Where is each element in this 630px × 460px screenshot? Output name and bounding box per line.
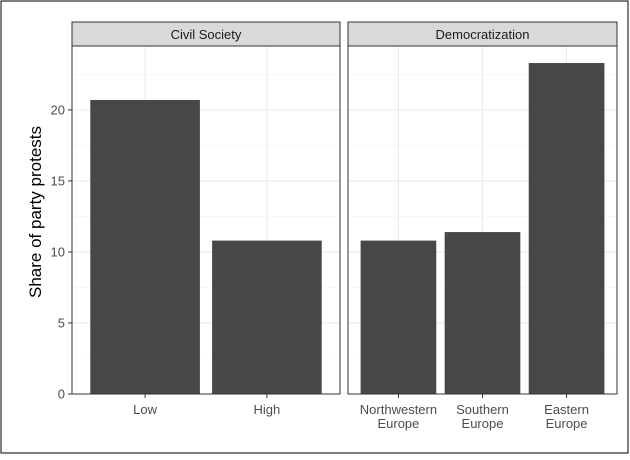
bar	[360, 240, 437, 394]
facet-panel: Low High Civil Society	[71, 21, 341, 417]
x-tick-label-line: Europe	[377, 416, 419, 431]
y-tick-label: 5	[58, 315, 65, 330]
y-tick-label: 15	[51, 173, 65, 188]
x-tick-label: High	[254, 402, 281, 417]
x-tick-label-line: Northwestern	[360, 402, 437, 417]
x-tick-label-line: Eastern	[544, 402, 589, 417]
facet-strip	[347, 21, 618, 47]
bar	[528, 63, 605, 395]
x-tick-label-line: High	[254, 402, 281, 417]
facet-strip-label: Democratization	[436, 27, 530, 42]
x-tick-label-line: Europe	[546, 416, 588, 431]
x-tick-label-line: Low	[133, 402, 157, 417]
y-axis-title: Share of party protests	[26, 126, 45, 298]
facet-strip	[71, 21, 341, 47]
x-tick-label-line: Southern	[456, 402, 509, 417]
x-tick-label: Low	[133, 402, 157, 417]
x-tick-label-line: Europe	[462, 416, 504, 431]
bar	[90, 99, 200, 394]
y-tick-label: 10	[51, 244, 65, 259]
x-tick-label: Southern Europe	[456, 402, 509, 431]
facet-strip-label: Civil Society	[171, 27, 242, 42]
y-tick-label: 20	[51, 102, 65, 117]
bar	[444, 232, 521, 394]
y-tick-label: 0	[58, 387, 65, 402]
x-tick-label: Eastern Europe	[544, 402, 589, 431]
x-tick-label: Northwestern Europe	[360, 402, 437, 431]
bar	[212, 240, 322, 394]
